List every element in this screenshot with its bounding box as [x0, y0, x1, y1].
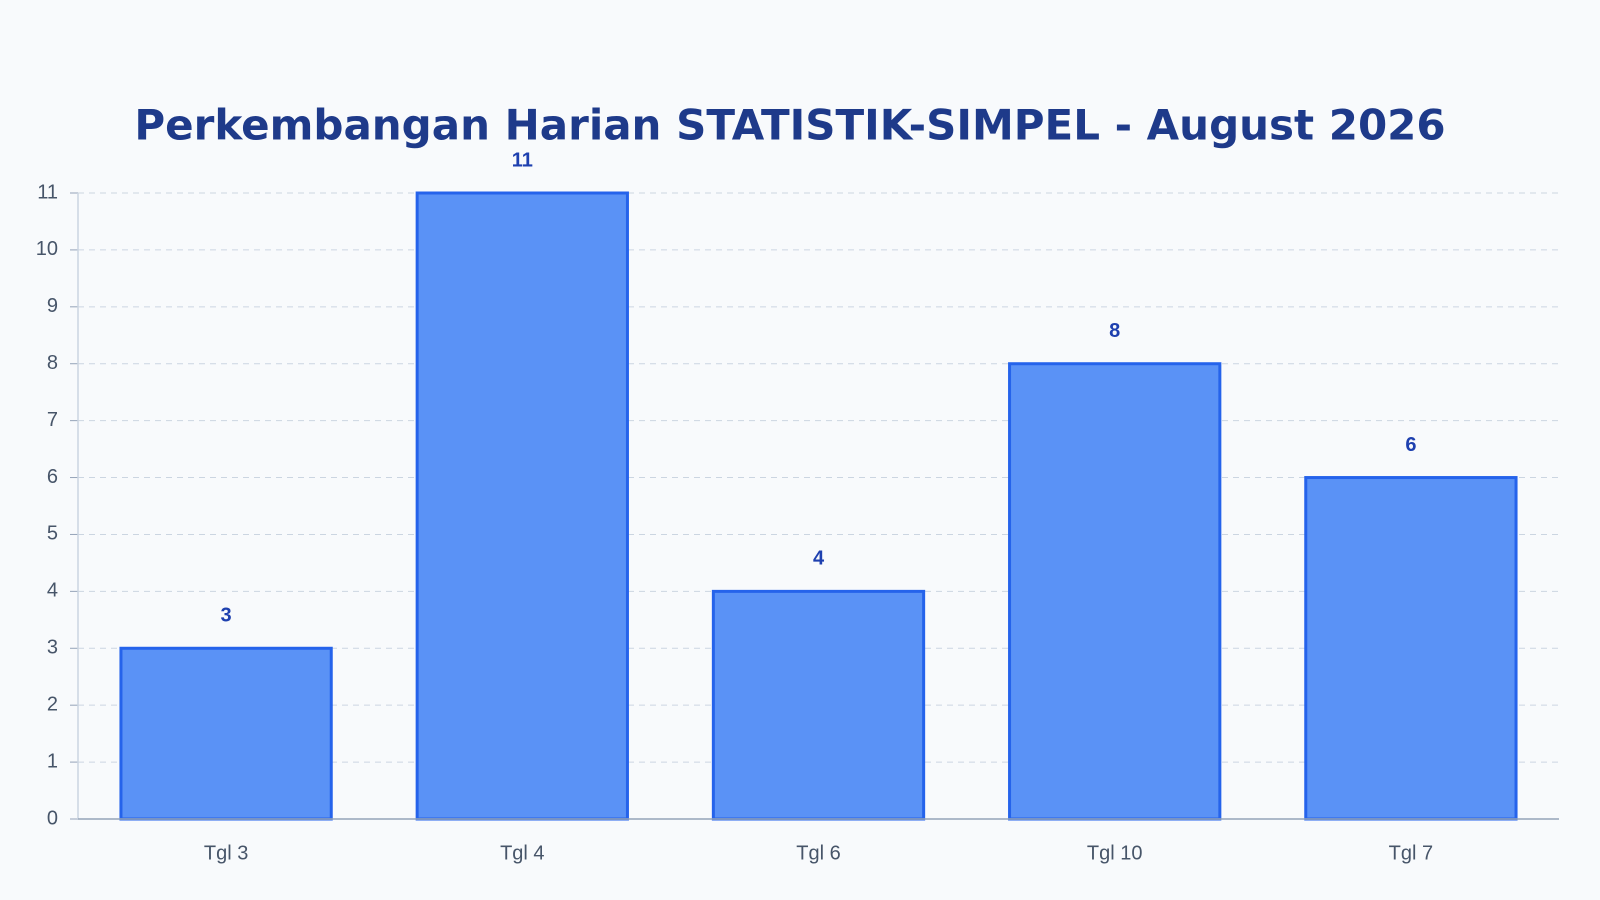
bar — [119, 646, 333, 821]
value-label: 11 — [512, 149, 533, 171]
y-tick-label: 2 — [47, 693, 58, 715]
x-tick-label: Tgl 4 — [500, 842, 544, 864]
y-tick-label: 5 — [47, 523, 58, 545]
value-label: 6 — [1405, 434, 1416, 456]
x-tick-label: Tgl 10 — [1087, 842, 1143, 864]
x-tick-label: Tgl 7 — [1389, 842, 1433, 864]
y-tick-label: 3 — [47, 637, 58, 659]
y-tick-label: 7 — [47, 409, 58, 431]
x-tick-label: Tgl 6 — [796, 842, 840, 864]
y-tick-label: 6 — [47, 466, 58, 488]
y-tick-label: 0 — [47, 807, 58, 829]
bar — [415, 191, 629, 821]
y-tick-label: 9 — [47, 295, 58, 317]
y-tick-label: 1 — [47, 750, 58, 772]
value-label: 8 — [1109, 320, 1120, 342]
bar — [711, 589, 926, 821]
value-label: 4 — [813, 548, 825, 570]
bar — [1304, 476, 1518, 821]
y-tick-label: 8 — [47, 352, 58, 374]
value-label: 3 — [221, 605, 232, 627]
bar — [1008, 362, 1222, 821]
chart-title: Perkembangan Harian STATISTIK-SIMPEL - A… — [134, 101, 1445, 150]
y-tick-label: 11 — [37, 181, 58, 203]
y-tick-label: 4 — [47, 580, 58, 602]
y-tick-label: 10 — [36, 238, 58, 260]
x-tick-label: Tgl 3 — [204, 842, 248, 864]
